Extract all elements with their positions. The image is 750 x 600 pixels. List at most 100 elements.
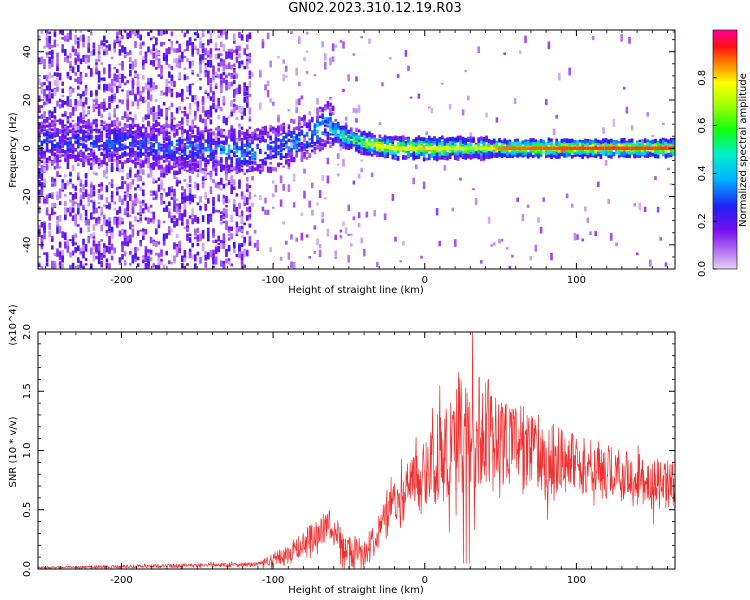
spectrogram-cell (105, 134, 109, 139)
spectrogram-cell (233, 152, 236, 158)
spectrogram-cell (188, 125, 192, 131)
spectrogram-cell (240, 60, 244, 65)
spectrogram-cell (38, 115, 41, 119)
spectrogram-cell (61, 133, 64, 136)
spectrogram-cell (396, 151, 400, 154)
spectrogram-cell (269, 149, 272, 155)
spectrogram-cell (53, 203, 57, 207)
spectrogram-cell (321, 143, 324, 147)
spectrogram-cell (243, 48, 246, 56)
spectrogram-cell (495, 153, 499, 158)
spectrogram-cell (248, 142, 252, 146)
spectrogram-cell (152, 211, 155, 220)
spectrogram-cell (53, 79, 57, 86)
spectrogram-cell (97, 84, 101, 90)
spectrogram-cell (331, 111, 335, 115)
spectrogram-cell (66, 147, 70, 151)
spectrogram-cell (287, 109, 291, 112)
spectrogram-cell (87, 155, 90, 160)
spectrogram-cell (331, 143, 335, 146)
spectrogram-cell (40, 238, 44, 242)
spectrogram-cell (253, 136, 257, 141)
spectrogram-cell (334, 125, 337, 130)
spectrogram-cell (142, 41, 145, 46)
spectrogram-cell (550, 150, 553, 155)
spectrogram-cell (64, 142, 67, 146)
spectrogram-cell (152, 53, 155, 59)
spectrogram-cell (235, 209, 239, 215)
spectrogram-cell (175, 182, 179, 187)
spectrogram-cell (92, 236, 96, 244)
spectrogram-cell (92, 144, 96, 148)
spectrogram-cell (69, 32, 72, 40)
spectrogram-cell (204, 203, 207, 211)
spectrogram-cell (300, 155, 304, 160)
spectrogram-cell (222, 263, 226, 269)
spectrogram-cell (225, 137, 228, 142)
spectrogram-cell (84, 121, 88, 125)
spectrogram-cell (292, 144, 296, 150)
spectrogram-cell (45, 252, 49, 260)
spectrogram-cell (183, 257, 187, 262)
spectrogram-cell (105, 108, 109, 111)
spectrogram-cell (48, 81, 51, 88)
spectrogram-cell (547, 140, 551, 144)
spectrogram-cell (498, 150, 501, 156)
spectrogram-cell (279, 199, 283, 207)
spectrogram-cell (82, 42, 85, 48)
spectrogram-cell (194, 32, 197, 36)
spectrogram-cell (142, 233, 145, 240)
spectrogram-cell (129, 214, 132, 217)
spectrogram-cell (285, 65, 288, 72)
spectrogram-cell (214, 168, 218, 173)
spectrogram-cell (201, 137, 205, 141)
spectrogram-cell (272, 154, 275, 159)
spectrogram-cell (165, 159, 168, 162)
spectrogram-cell (214, 48, 218, 51)
spectrogram-cell (201, 96, 205, 102)
spectrogram-cell (66, 127, 70, 133)
spectrogram-cell (204, 169, 207, 178)
spectrogram-cell (149, 141, 153, 146)
spectrogram-cell (121, 217, 124, 223)
spectrogram-cell (48, 149, 51, 152)
spectrogram-cell (121, 45, 124, 53)
spectrogram-cell (131, 84, 135, 89)
spectrogram-cell (217, 137, 220, 142)
spectrogram-cell (243, 149, 246, 153)
spectrogram-cell (191, 166, 194, 170)
spectrogram-cell (415, 137, 418, 142)
spectrogram-cell (389, 150, 392, 155)
spectrogram-cell (173, 80, 176, 87)
spectrogram-cell (95, 256, 98, 260)
spectrogram-cell (324, 117, 327, 120)
spectrogram-ridge-cell (415, 146, 418, 151)
spectrogram-cell (155, 119, 158, 124)
spectrogram-ridge-cell (428, 146, 431, 151)
spectrogram-cell (214, 160, 218, 164)
spectrogram-cell (186, 183, 189, 188)
spectrogram-cell (373, 150, 376, 153)
spectrogram-cell (77, 100, 80, 107)
spectrogram-cell (253, 132, 257, 137)
spectrogram-cell (170, 142, 174, 147)
spectrogram-cell (308, 119, 311, 123)
spectrogram-cell (251, 131, 254, 137)
spectrogram-cell (552, 150, 556, 155)
spectrogram-cell (324, 128, 327, 134)
spectrogram-cell (194, 152, 197, 159)
spectrogram-cell (243, 82, 246, 86)
spectrogram-cell (217, 62, 220, 67)
spectrogram-cell (95, 118, 98, 122)
spectrogram-cell (248, 185, 252, 189)
spectrogram-cell (45, 118, 49, 121)
spectrogram-cell (292, 120, 296, 124)
spectrogram-cell (524, 142, 527, 145)
spectrogram-cell (212, 161, 215, 166)
spectrogram-cell (248, 145, 252, 149)
spectrogram-cell (95, 93, 98, 101)
spectrogram-cell (214, 165, 218, 169)
spectrogram-cell (131, 141, 135, 145)
spectrogram-cell (173, 127, 176, 132)
spectrogram-cell (66, 130, 70, 136)
